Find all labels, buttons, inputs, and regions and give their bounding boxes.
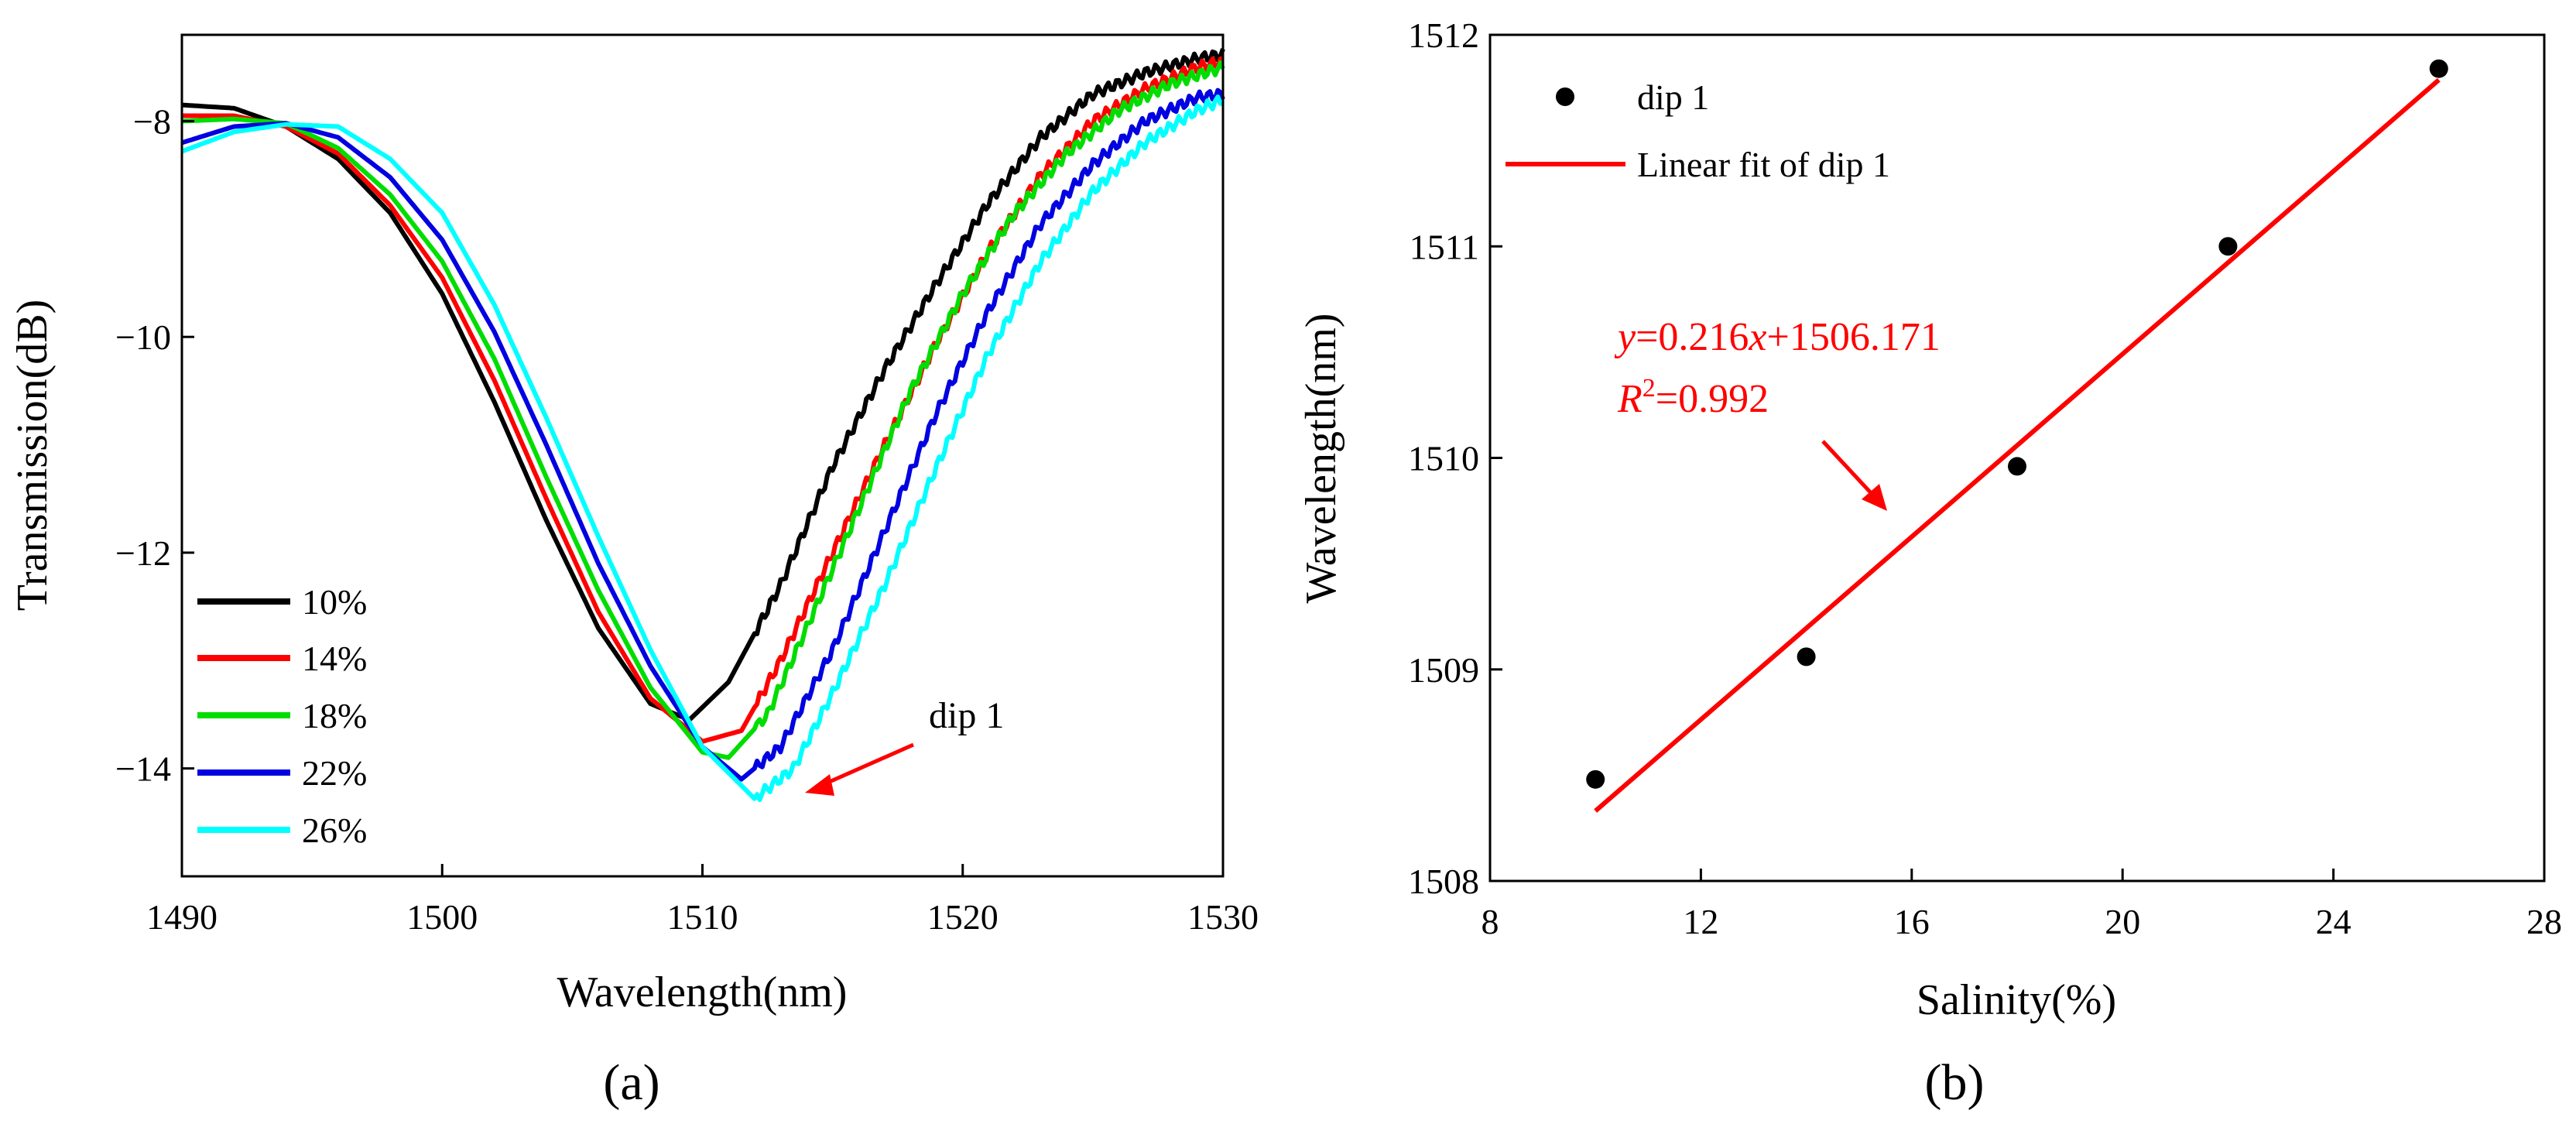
panel-a-transmission-chart: 1490 1500 1510 1520 1530 −14 −12 −10 −8 Waveleng… [9, 33, 1259, 1111]
legend-label-10: 10% [302, 582, 367, 622]
x-tick-label: 28 [2526, 902, 2562, 941]
legend-label-14: 14% [302, 639, 367, 678]
data-point [2008, 457, 2026, 476]
y-tick-label: −12 [115, 533, 171, 573]
data-point [1797, 647, 1816, 667]
panel-b-legend: dip 1 Linear fit of dip 1 [1506, 77, 1890, 184]
y-tick-label: 1511 [1410, 227, 1479, 266]
panel-a-ticks: 1490 1500 1510 1520 1530 −14 −12 −10 −8 [115, 101, 1259, 937]
series-line-26pct [181, 94, 1224, 803]
eq-r-val: =0.992 [1656, 377, 1769, 421]
fit-line [1594, 77, 2441, 813]
legend-label-22: 22% [302, 753, 367, 793]
legend-label-fit: Linear fit of dip 1 [1637, 145, 1890, 184]
y-tick-label: −8 [133, 101, 171, 141]
panel-a-legend: 10% 14% 18% 22% 26% [197, 582, 367, 850]
y-tick-label: −14 [115, 749, 171, 789]
legend-marker-dip1 [1556, 87, 1574, 106]
eq-mid: =0.216 [1636, 315, 1749, 359]
series-line-18pct [181, 60, 1225, 760]
legend-label-18: 18% [302, 696, 367, 735]
data-point [1586, 769, 1605, 789]
panel-b-points-group [1586, 59, 2448, 789]
y-tick-label: 1512 [1408, 15, 1479, 55]
panel-a-dip-arrow-shaft [819, 742, 915, 788]
legend-label-dip1: dip 1 [1637, 77, 1709, 117]
x-tick-label: 12 [1683, 902, 1718, 941]
panel-a-series-group [181, 48, 1225, 803]
eq-r-sup: 2 [1643, 374, 1656, 403]
x-tick-label: 24 [2316, 902, 2352, 941]
panel-b-fit-group [1594, 77, 2441, 813]
panel-b-equation-arrow-head [1862, 484, 1887, 511]
x-tick-label: 1530 [1187, 897, 1259, 937]
legend-label-26: 26% [302, 811, 367, 850]
eq-r-var: R [1617, 377, 1643, 421]
panel-a-caption: (a) [603, 1054, 659, 1111]
series-line-14pct [182, 56, 1224, 744]
x-tick-label: 1500 [406, 897, 478, 937]
x-tick-label: 16 [1894, 902, 1930, 941]
panel-b-ticks: 8 12 16 20 24 28 1508 1509 1510 1511 1512 [1408, 15, 2562, 941]
y-tick-label: 1510 [1408, 439, 1479, 478]
eq-x-var: x [1748, 315, 1766, 359]
panel-a-y-axis-title: Transmission(dB) [9, 300, 57, 611]
y-tick-label: −10 [115, 317, 171, 357]
panel-b-y-axis-title: Wavelength(nm) [1297, 314, 1345, 604]
x-tick-label: 8 [1482, 902, 1499, 941]
data-point [2218, 237, 2238, 256]
panel-b-x-axis-title: Salinity(%) [1917, 976, 2116, 1024]
panel-b-caption: (b) [1925, 1054, 1985, 1111]
fit-r-squared: R2=0.992 [1617, 374, 1769, 421]
eq-y-var: y [1614, 315, 1636, 359]
series-line-10pct [181, 48, 1225, 722]
panel-b-equation-arrow-shaft [1821, 440, 1876, 499]
panel-a-x-axis-title: Wavelength(nm) [557, 968, 848, 1016]
fit-equation: y=0.216x+1506.171 [1614, 315, 1941, 359]
y-tick-label: 1509 [1408, 650, 1479, 690]
eq-end: +1506.171 [1767, 315, 1941, 359]
panel-a-dip-annotation: dip 1 [929, 695, 1004, 736]
x-tick-label: 20 [2105, 902, 2140, 941]
x-tick-label: 1510 [667, 897, 738, 937]
panel-a-dip-arrow-head [805, 774, 834, 796]
panel-b-wavelength-vs-salinity-chart: 8 12 16 20 24 28 1508 1509 1510 1511 1512 Salinity… [1297, 15, 2562, 1111]
y-tick-label: 1508 [1408, 862, 1479, 901]
data-point [2429, 59, 2448, 78]
x-tick-label: 1520 [927, 897, 999, 937]
x-tick-label: 1490 [146, 897, 218, 937]
